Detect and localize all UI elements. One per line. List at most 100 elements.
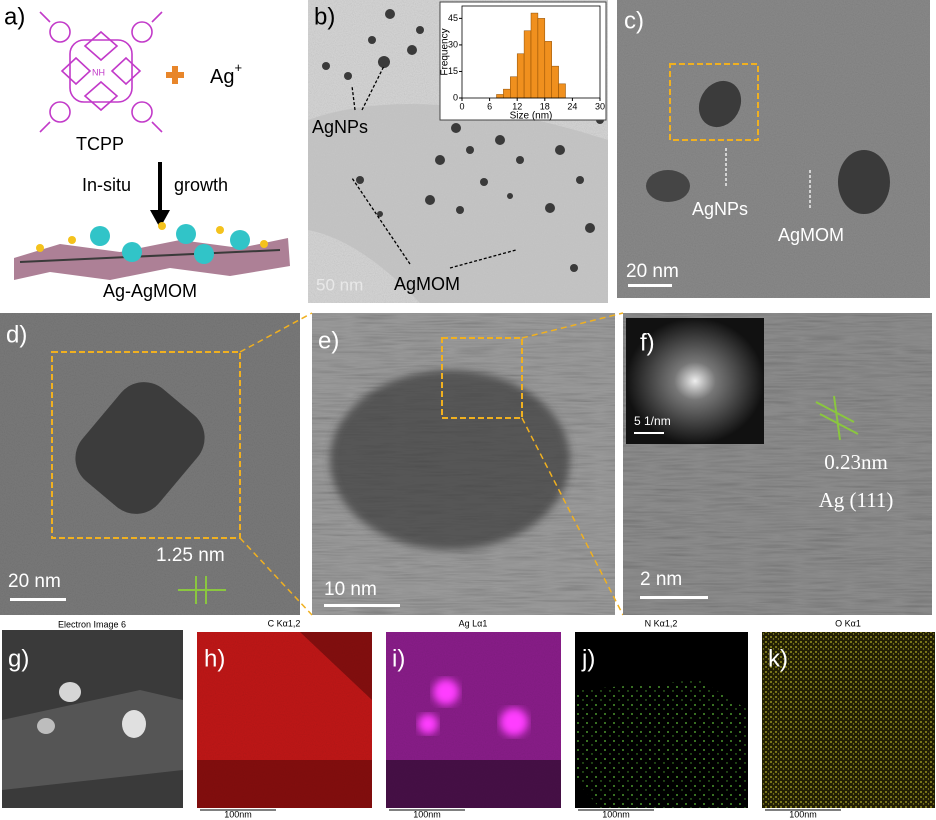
scale-bar	[10, 598, 66, 601]
step-label: growth	[174, 175, 228, 195]
scale-label: 20 nm	[626, 261, 679, 282]
map-title: Electron Image 6	[58, 619, 126, 629]
particle	[37, 718, 55, 734]
zoom-lines	[239, 312, 624, 616]
panel-label: f)	[640, 329, 655, 356]
scale-bar	[634, 432, 664, 434]
o-signal	[762, 632, 935, 808]
scale-bar	[324, 604, 400, 607]
map-title: C Kα1,2	[268, 618, 301, 628]
step-label: In-situ	[82, 175, 131, 195]
plane-label: Ag (111)	[819, 488, 894, 512]
spacing-marker	[815, 395, 859, 441]
scale-label: 20 nm	[8, 571, 61, 592]
bar	[523, 30, 532, 99]
ag-spot	[500, 708, 528, 736]
x-tick-label: 24	[567, 101, 577, 111]
panel-c: c) AgNPs AgMOM 20 nm	[617, 0, 930, 298]
nanoparticle	[330, 370, 570, 550]
y-tick-label: 0	[453, 92, 458, 102]
nanoparticle	[838, 150, 890, 214]
bar	[537, 18, 546, 99]
bar	[544, 41, 552, 99]
panel-label: c)	[624, 7, 644, 34]
scale-bar	[628, 284, 672, 287]
spacing-label: 0.23nm	[824, 450, 888, 474]
scale-bar	[640, 596, 708, 599]
y-tick-label: 30	[448, 39, 458, 49]
atom-label: NH	[92, 67, 105, 77]
scale-label: 10 nm	[324, 579, 377, 600]
map-shadow	[197, 760, 372, 808]
panel-h: C Kα1,2 h) 100nm	[197, 618, 372, 819]
n-signal	[575, 680, 748, 808]
zoom-box	[51, 351, 241, 539]
map-shadow	[386, 760, 561, 808]
panel-k: O Kα1 k) 100nm	[762, 618, 935, 819]
x-axis-label: Size (nm)	[510, 111, 553, 122]
panel-label: i)	[392, 645, 405, 672]
y-axis-label: Frequency	[440, 28, 451, 75]
panel-j: N Kα1,2 j) 100nm	[575, 618, 748, 819]
map-title: Ag Lα1	[459, 618, 488, 628]
bar	[516, 53, 525, 99]
panel-a: a) NH Ag+ TCPP In-situ growth	[4, 3, 290, 301]
panel-label: k)	[768, 645, 788, 672]
ion-label: Ag+	[210, 60, 242, 88]
tcpp-structure	[39, 11, 163, 133]
nanoparticle	[75, 382, 205, 514]
scale-label: 100nm	[224, 809, 252, 819]
particle	[59, 682, 81, 702]
nanoparticles	[322, 9, 604, 272]
y-tick-label: 15	[448, 66, 458, 76]
mom-region	[308, 104, 608, 303]
pointer-arrows	[725, 148, 811, 210]
np-label: AgNPs	[692, 199, 748, 219]
panel-label: a)	[4, 3, 25, 30]
panel-label: g)	[8, 645, 29, 672]
tem-image	[617, 0, 930, 298]
product-label: Ag-AgMOM	[103, 281, 197, 301]
x-tick-label: 0	[459, 101, 464, 111]
bar	[530, 12, 539, 99]
x-tick-label: 30	[595, 101, 605, 111]
panel-b: b) AgNPs AgMOM 50 nm	[308, 0, 608, 303]
panel-f: f) 5 1/nm 0.23nm Ag (111) 2 nm	[623, 313, 932, 615]
panel-label: j)	[581, 645, 595, 672]
nanoparticle	[698, 80, 742, 128]
bar	[496, 94, 504, 99]
bar	[551, 65, 559, 99]
scale-label: 50 nm	[316, 275, 363, 294]
x-tick-label: 18	[540, 101, 550, 111]
fft-inset	[626, 318, 764, 444]
np-label: AgNPs	[312, 117, 368, 137]
ag-spot	[418, 714, 438, 734]
y-tick-label: 45	[448, 13, 458, 23]
spacing-label: 1.25 nm	[156, 545, 225, 566]
plus-sign	[166, 66, 184, 84]
bar	[503, 88, 511, 99]
panel-label: h)	[204, 645, 225, 672]
panel-g: Electron Image 6 g)	[2, 619, 183, 808]
nanoparticle	[646, 170, 690, 202]
panel-label: e)	[318, 327, 339, 354]
ag-spot	[433, 679, 459, 705]
plot-frame	[461, 5, 601, 99]
panel-e: e) 10 nm	[239, 312, 624, 616]
particle	[122, 710, 146, 738]
zoom-box	[669, 63, 759, 141]
fft-scale-label: 5 1/nm	[634, 414, 671, 428]
map-shadow	[300, 632, 372, 700]
arrow-head	[150, 210, 170, 228]
bar	[510, 76, 518, 99]
mom-sheet	[14, 222, 290, 280]
scale-label: 2 nm	[640, 569, 682, 590]
molecule-label: TCPP	[76, 134, 124, 154]
size-histogram: 0 6 12 18 24 30 0 15 30 45 Size (nm) Frequency	[440, 5, 605, 122]
scale-label: 100nm	[602, 809, 630, 819]
mom-label: AgMOM	[778, 225, 844, 245]
spacing-marker	[178, 576, 226, 604]
x-tick-label: 6	[487, 101, 492, 111]
pointer-arrows	[351, 65, 517, 269]
